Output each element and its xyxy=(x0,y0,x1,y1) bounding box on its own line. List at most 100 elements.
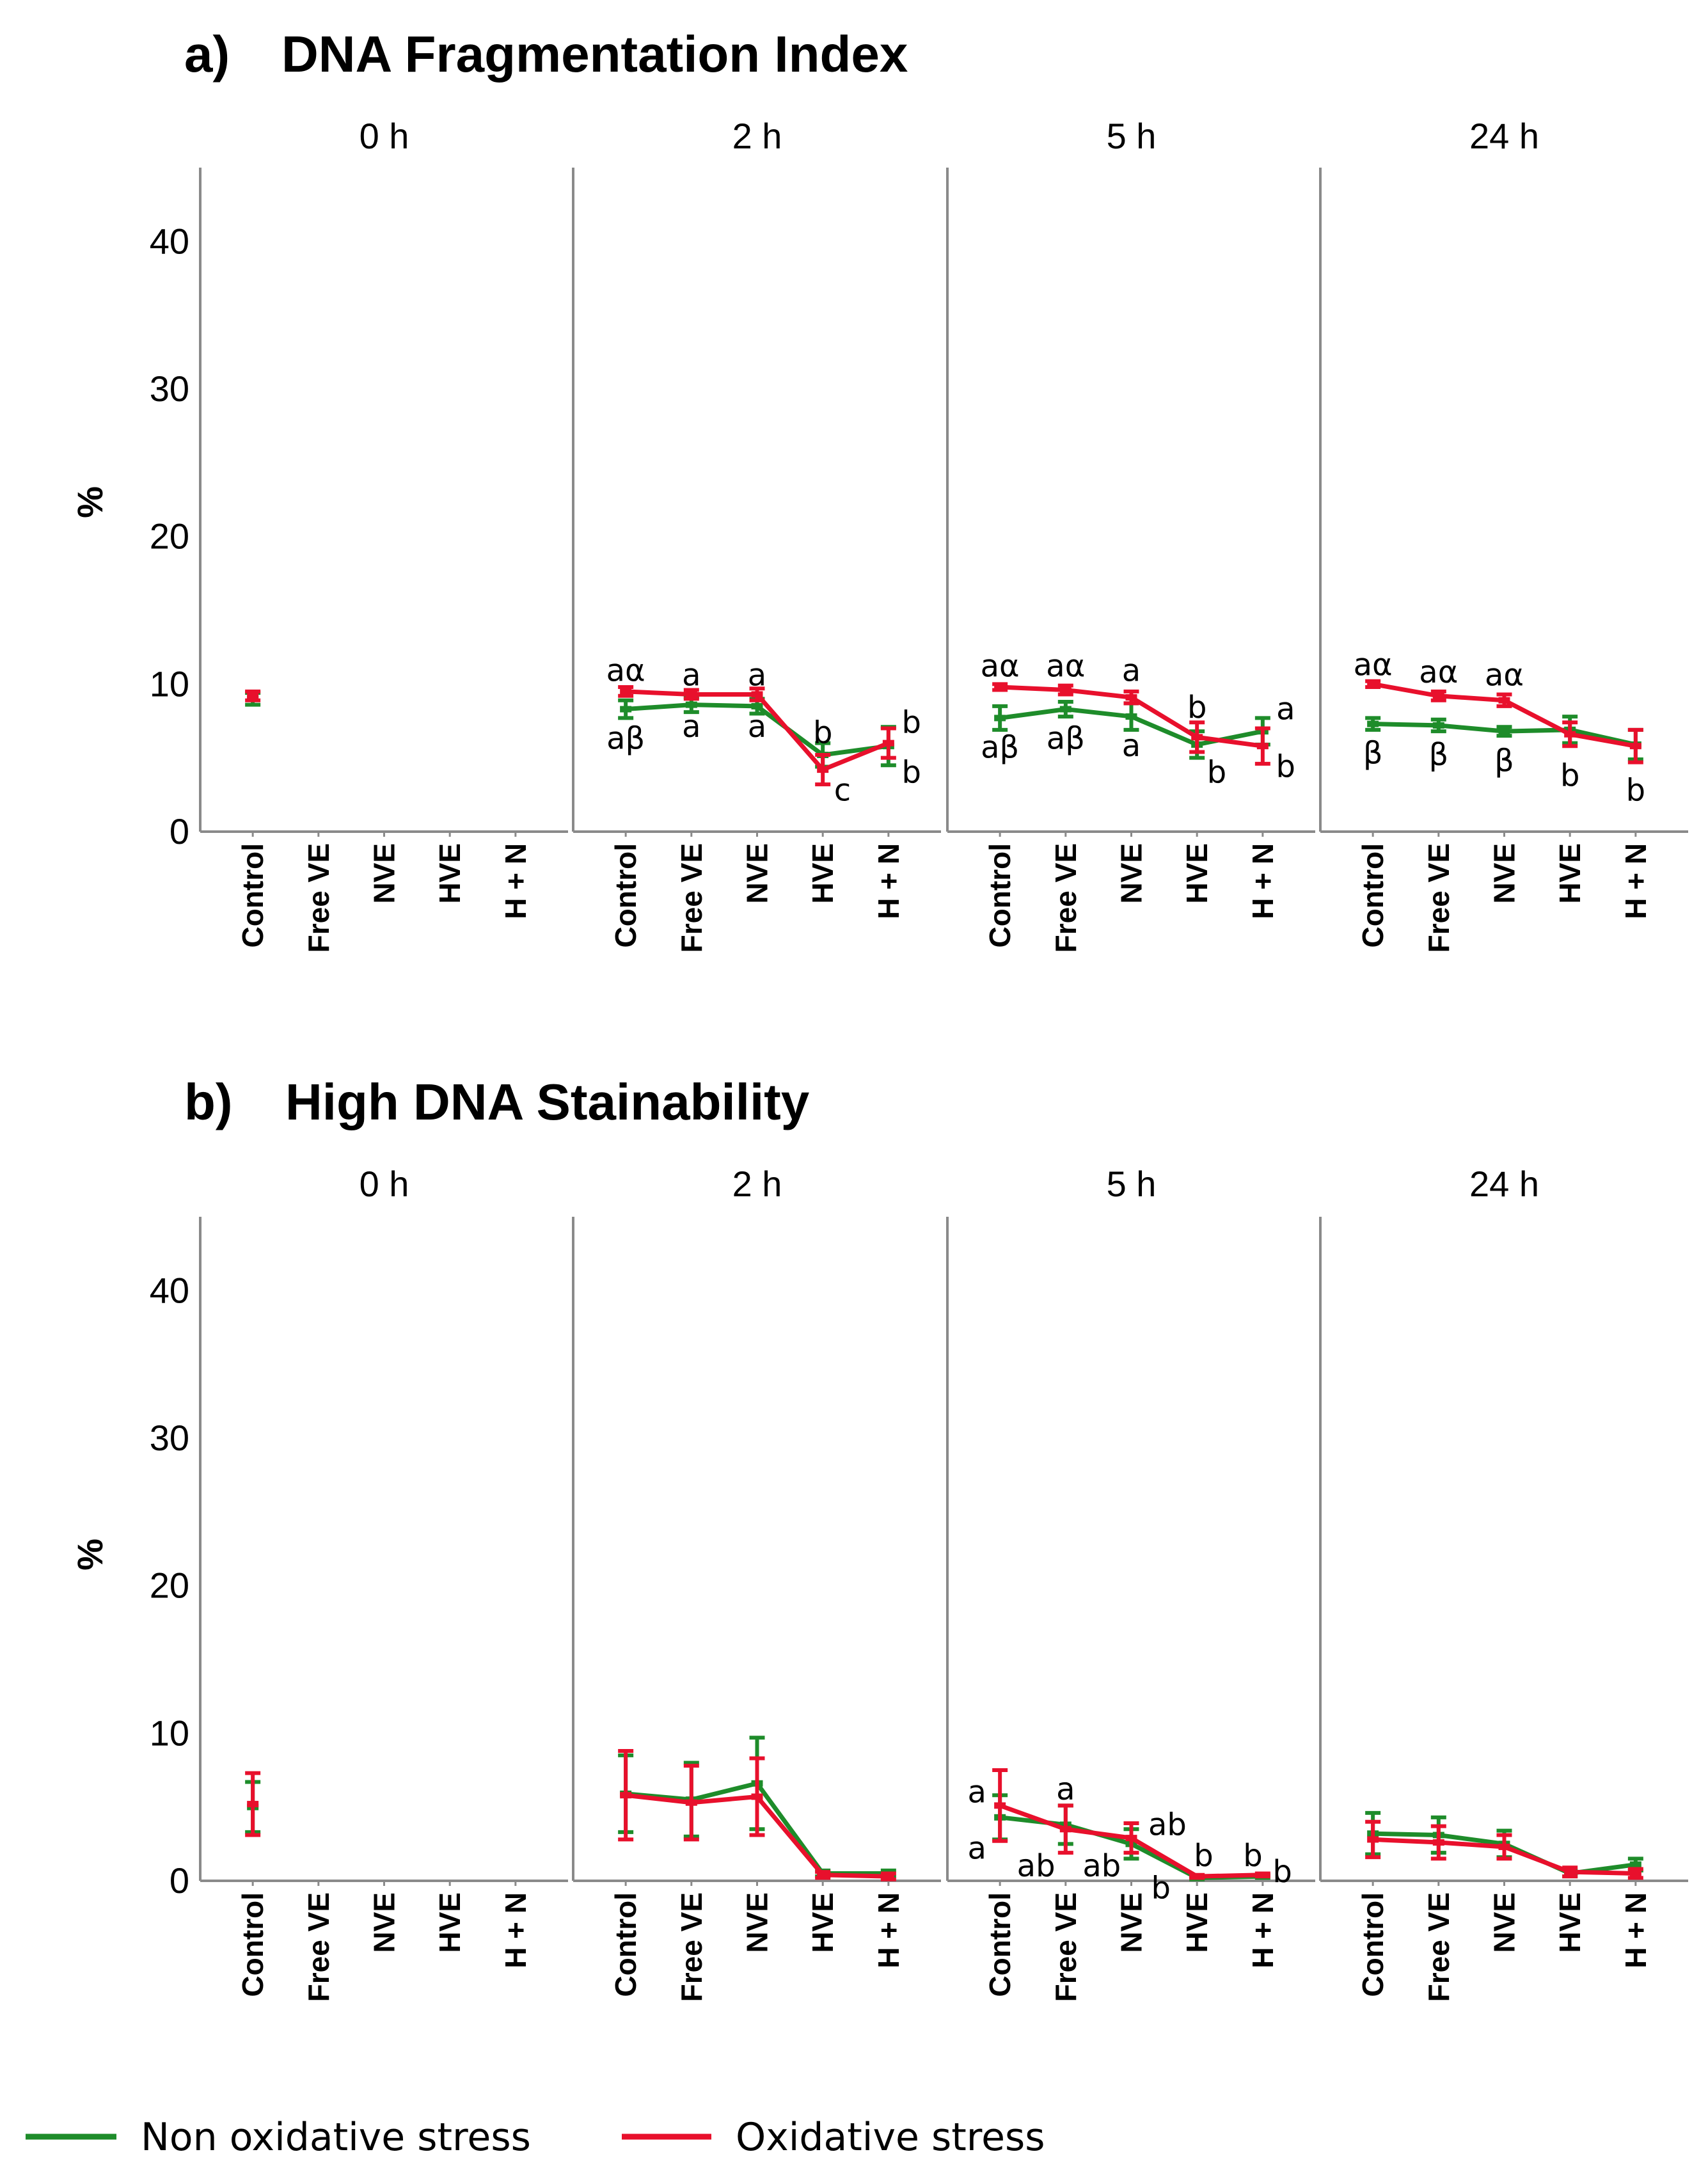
x-tick-label: HVE xyxy=(1553,843,1586,904)
significance-label: β xyxy=(1363,736,1383,772)
x-tick-label: NVE xyxy=(1115,843,1148,904)
significance-label: b xyxy=(1243,1838,1262,1874)
significance-label: b xyxy=(902,704,921,740)
x-tick-label: NVE xyxy=(368,1892,401,1953)
data-point xyxy=(1498,728,1510,735)
significance-label: β xyxy=(1494,743,1514,779)
x-tick-label: Free VE xyxy=(302,843,335,953)
ytick-label: 0 xyxy=(170,1860,189,1901)
significance-label: c xyxy=(834,772,851,808)
x-tick-label: Control xyxy=(1356,843,1389,948)
significance-label: a xyxy=(967,1830,986,1866)
data-point xyxy=(1432,1839,1444,1846)
x-tick-label: Control xyxy=(609,1892,642,1997)
data-point xyxy=(994,683,1006,690)
data-point xyxy=(620,706,632,713)
data-point xyxy=(1059,1826,1071,1833)
data-point xyxy=(685,701,697,708)
data-point xyxy=(882,740,894,747)
data-point xyxy=(1125,1835,1137,1842)
x-tick-label: NVE xyxy=(741,1892,774,1953)
chart-a-plot-area: 0 10 20 30 40 0 h Control Free VE NVE HVE H + N 2 h… xyxy=(150,116,1688,953)
significance-label: aα xyxy=(981,649,1020,685)
data-point xyxy=(247,692,259,699)
data-point xyxy=(1564,1869,1576,1876)
data-point xyxy=(1367,1836,1379,1843)
x-tick-label: HVE xyxy=(1180,843,1214,904)
significance-label: a xyxy=(1056,1771,1075,1807)
significance-label: aα xyxy=(1419,654,1458,690)
data-point xyxy=(685,1799,697,1806)
significance-label: b xyxy=(1194,1838,1213,1874)
significance-label: aα xyxy=(1485,657,1524,693)
data-point xyxy=(1191,734,1203,741)
x-tick-label: Control xyxy=(983,1892,1016,1997)
significance-label: a xyxy=(682,657,700,693)
x-tick-label: Free VE xyxy=(1422,843,1455,953)
chart-b-ylabel: % xyxy=(70,1539,110,1571)
data-point xyxy=(685,691,697,698)
data-point xyxy=(994,1802,1006,1809)
significance-label: b xyxy=(1276,749,1295,785)
panel-title: 5 h xyxy=(1107,116,1157,156)
x-tick-label: NVE xyxy=(1115,1892,1148,1953)
x-tick-label: H + N xyxy=(1246,1892,1279,1968)
chart-a-ylabel: % xyxy=(70,486,110,518)
data-point xyxy=(1256,1871,1269,1878)
significance-label: a xyxy=(682,709,700,745)
data-point xyxy=(882,1873,894,1880)
data-point xyxy=(1629,743,1641,750)
significance-label: a xyxy=(1122,728,1141,764)
x-tick-label: H + N xyxy=(499,843,532,919)
legend-label-non-oxidative: Non oxidative stress xyxy=(141,2115,531,2160)
significance-label: aα xyxy=(1354,647,1393,683)
x-tick-label: NVE xyxy=(368,843,401,904)
significance-label: b xyxy=(1626,772,1645,808)
data-point xyxy=(1432,722,1444,729)
significance-label: aα xyxy=(1046,649,1085,685)
significance-label: aβ xyxy=(606,721,645,757)
significance-label: aα xyxy=(606,653,645,689)
data-point xyxy=(1191,1873,1203,1880)
significance-label: b xyxy=(1151,1871,1170,1906)
x-tick-label: NVE xyxy=(1488,843,1521,904)
x-tick-label: HVE xyxy=(1553,1892,1586,1953)
data-point xyxy=(817,1871,829,1878)
x-tick-label: H + N xyxy=(872,1892,905,1968)
x-tick-label: H + N xyxy=(1619,843,1652,919)
significance-label: b xyxy=(1207,755,1226,791)
data-point xyxy=(1367,720,1379,727)
panel-title: 0 h xyxy=(360,1164,409,1204)
ytick-label: 10 xyxy=(150,1713,189,1753)
significance-label: ab xyxy=(1148,1807,1187,1842)
significance-label: a xyxy=(748,709,766,745)
significance-label: a xyxy=(967,1775,986,1810)
ytick-label: 20 xyxy=(150,516,189,557)
data-point xyxy=(1059,706,1071,713)
x-tick-label: H + N xyxy=(1246,843,1279,919)
chart-b-label: b) xyxy=(184,1073,233,1130)
x-tick-label: Free VE xyxy=(1049,843,1082,953)
x-tick-label: HVE xyxy=(433,1892,466,1953)
x-tick-label: NVE xyxy=(1488,1892,1521,1953)
ytick-label: 10 xyxy=(150,663,189,704)
significance-label: ab xyxy=(1017,1848,1056,1884)
ytick-label: 30 xyxy=(150,368,189,409)
x-tick-label: Free VE xyxy=(1422,1892,1455,2002)
chart-a-label: a) xyxy=(184,26,230,83)
significance-label: aβ xyxy=(981,730,1019,766)
data-point xyxy=(620,1792,632,1799)
x-tick-label: Free VE xyxy=(675,1892,708,2002)
significance-label: b xyxy=(1187,690,1206,725)
significance-label: aβ xyxy=(1047,721,1085,757)
x-tick-label: Free VE xyxy=(302,1892,335,2002)
x-tick-label: H + N xyxy=(499,1892,532,1968)
significance-label: a xyxy=(748,657,766,693)
ytick-label: 40 xyxy=(150,221,189,261)
significance-label: b xyxy=(1560,757,1579,793)
legend-label-oxidative: Oxidative stress xyxy=(736,2115,1045,2160)
x-tick-label: HVE xyxy=(433,843,466,904)
x-tick-label: HVE xyxy=(806,843,839,904)
data-point xyxy=(1432,692,1444,699)
panel-title: 2 h xyxy=(732,1164,782,1204)
